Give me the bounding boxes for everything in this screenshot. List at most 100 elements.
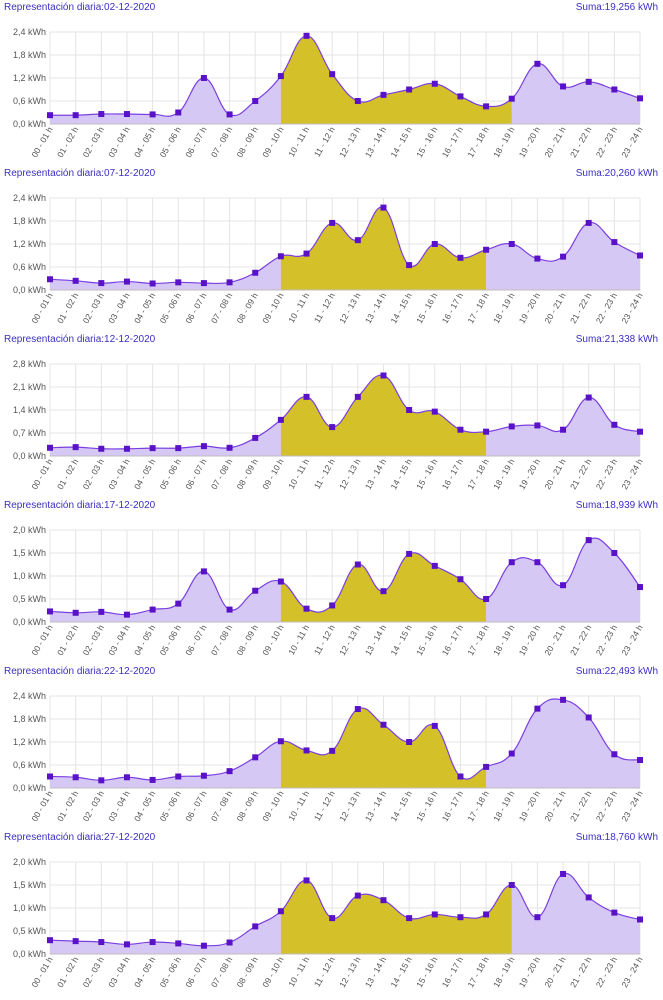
data-point[interactable]: 00 - 01 h: 0.25 [47,444,53,451]
data-point[interactable]: 15 - 16 h: 1.2 [431,241,438,247]
data-point[interactable]: 01 - 02 h: 0.2 [72,609,79,616]
data-point[interactable]: 20 - 21 h: 0.98 [560,83,567,90]
data-point[interactable]: 16 - 17 h: 0.84 [457,254,464,261]
data-point[interactable]: 09 - 10 h: 1.22 [277,738,284,745]
data-point[interactable]: 17 - 18 h: 1.05 [483,246,490,253]
data-point[interactable]: 18 - 19 h: 1.5 [508,882,515,888]
data-point[interactable]: 01 - 02 h: 0.28 [72,774,79,781]
data-point[interactable]: 19 - 20 h: 1.3 [534,559,541,566]
data-point[interactable]: 13 - 14 h: 2.15 [380,204,387,211]
data-point[interactable]: 08 - 09 h: 0.68 [252,587,259,594]
data-point[interactable]: 00 - 01 h: 0.3 [47,937,53,944]
data-point[interactable]: 10 - 11 h: 0.98 [303,747,310,754]
data-point[interactable]: 13 - 14 h: 0.67 [380,588,387,595]
data-point[interactable]: 02 - 03 h: 0.26 [98,111,105,118]
data-point[interactable]: 07 - 08 h: 0.44 [226,768,233,775]
data-point[interactable]: 21 - 22 h: 1.84 [585,714,592,721]
data-point[interactable]: 05 - 06 h: 0.3 [175,773,182,780]
data-point[interactable]: 15 - 16 h: 1.62 [431,722,438,729]
data-point[interactable]: 20 - 21 h: 1.74 [560,870,567,877]
data-point[interactable]: 18 - 19 h: 1.2 [508,241,515,247]
data-point[interactable]: 16 - 17 h: 0.72 [457,93,464,100]
data-point[interactable]: 19 - 20 h: 0.82 [534,255,541,262]
data-point[interactable]: 11 - 12 h: 0.36 [329,602,336,609]
data-point[interactable]: 21 - 22 h: 1.78 [585,537,592,544]
data-point[interactable]: 15 - 16 h: 1.05 [431,80,438,87]
data-point[interactable]: 10 - 11 h: 1.8 [303,393,310,400]
data-point[interactable]: 13 - 14 h: 0.76 [380,91,387,98]
data-point[interactable]: 15 - 16 h: 0.86 [431,911,438,918]
data-point[interactable]: 00 - 01 h: 0.3 [47,773,53,780]
data-point[interactable]: 05 - 06 h: 0.23 [175,940,182,947]
data-point[interactable]: 16 - 17 h: 0.8 [457,426,464,433]
data-point[interactable]: 08 - 09 h: 0.6 [252,923,259,930]
data-point[interactable]: 14 - 15 h: 1.4 [406,407,413,413]
data-point[interactable]: 02 - 03 h: 0.22 [98,608,105,615]
data-point[interactable]: 00 - 01 h: 0.23 [47,112,53,119]
data-point[interactable]: 05 - 06 h: 0.24 [175,445,182,452]
data-point[interactable]: 20 - 21 h: 0.8 [560,582,567,589]
data-point[interactable]: 14 - 15 h: 0.9 [406,86,413,93]
data-point[interactable]: 13 - 14 h: 1.65 [380,721,387,728]
data-point[interactable]: 21 - 22 h: 1.78 [585,394,592,401]
data-point[interactable]: 03 - 04 h: 0.21 [123,941,130,948]
data-point[interactable]: 23 - 24 h: 0.76 [637,584,643,591]
data-point[interactable]: 05 - 06 h: 0.4 [175,600,182,607]
data-point[interactable]: 04 - 05 h: 0.24 [149,445,156,452]
data-point[interactable]: 08 - 09 h: 0.55 [252,434,259,441]
data-point[interactable]: 09 - 10 h: 0.93 [277,908,284,915]
data-point[interactable]: 07 - 08 h: 0.27 [226,606,233,613]
data-point[interactable]: 01 - 02 h: 0.28 [72,938,79,945]
data-point[interactable]: 16 - 17 h: 0.8 [457,914,464,921]
data-point[interactable]: 12 - 13 h: 1.8 [354,393,361,400]
data-point[interactable]: 19 - 20 h: 1.57 [534,60,541,67]
data-point[interactable]: 12 - 13 h: 1.27 [354,892,361,899]
data-point[interactable]: 11 - 12 h: 1.3 [329,71,336,78]
data-point[interactable]: 10 - 11 h: 2.3 [303,32,310,39]
data-point[interactable]: 02 - 03 h: 0.22 [98,445,105,452]
data-point[interactable]: 17 - 18 h: 0.86 [483,911,490,918]
data-point[interactable]: 06 - 07 h: 0.3 [200,443,207,450]
data-point[interactable]: 11 - 12 h: 0.78 [329,915,336,922]
data-point[interactable]: 18 - 19 h: 0.9 [508,750,515,757]
data-point[interactable]: 23 - 24 h: 0.74 [637,428,643,435]
data-point[interactable]: 02 - 03 h: 0.26 [98,939,105,946]
data-point[interactable]: 09 - 10 h: 1.25 [277,73,284,80]
data-point[interactable]: 20 - 21 h: 0.8 [560,426,567,433]
data-point[interactable]: 07 - 08 h: 0.25 [226,111,233,118]
data-point[interactable]: 06 - 07 h: 0.32 [200,772,207,779]
data-point[interactable]: 07 - 08 h: 0.25 [226,444,233,451]
data-point[interactable]: 09 - 10 h: 0.88 [277,253,284,260]
data-point[interactable]: 00 - 01 h: 0.28 [47,276,53,283]
data-point[interactable]: 22 - 23 h: 1.25 [611,239,618,246]
data-point[interactable]: 01 - 02 h: 0.27 [72,444,79,451]
data-point[interactable]: 00 - 01 h: 0.23 [47,608,53,615]
data-point[interactable]: 20 - 21 h: 2.3 [560,696,567,703]
data-point[interactable]: 06 - 07 h: 1.1 [200,568,207,575]
data-point[interactable]: 04 - 05 h: 0.17 [149,280,156,287]
data-point[interactable]: 14 - 15 h: 0.78 [406,915,413,922]
data-point[interactable]: 18 - 19 h: 0.66 [508,95,515,102]
data-point[interactable]: 16 - 17 h: 0.3 [457,773,464,780]
data-point[interactable]: 03 - 04 h: 0.22 [123,278,130,285]
data-point[interactable]: 23 - 24 h: 0.67 [637,95,643,102]
data-point[interactable]: 20 - 21 h: 0.87 [560,253,567,260]
data-point[interactable]: 10 - 11 h: 1.6 [303,877,310,884]
data-point[interactable]: 05 - 06 h: 0.2 [175,279,182,286]
data-point[interactable]: 02 - 03 h: 0.2 [98,777,105,784]
data-point[interactable]: 11 - 12 h: 0.97 [329,747,336,754]
data-point[interactable]: 17 - 18 h: 0.55 [483,763,490,770]
data-point[interactable]: 22 - 23 h: 1.5 [611,550,618,556]
data-point[interactable]: 03 - 04 h: 0.28 [123,774,130,781]
data-point[interactable]: 09 - 10 h: 1.1 [277,416,284,423]
data-point[interactable]: 10 - 11 h: 0.95 [303,250,310,257]
data-point[interactable]: 18 - 19 h: 0.9 [508,423,515,430]
data-point[interactable]: 07 - 08 h: 0.25 [226,939,233,946]
data-point[interactable]: 06 - 07 h: 0.18 [200,280,207,287]
data-point[interactable]: 22 - 23 h: 0.9 [611,909,618,916]
data-point[interactable]: 14 - 15 h: 1.2 [406,739,413,745]
data-point[interactable]: 01 - 02 h: 0.23 [72,112,79,119]
data-point[interactable]: 05 - 06 h: 0.3 [175,109,182,116]
data-point[interactable]: 12 - 13 h: 1.3 [354,237,361,244]
data-point[interactable]: 06 - 07 h: 0.18 [200,942,207,949]
